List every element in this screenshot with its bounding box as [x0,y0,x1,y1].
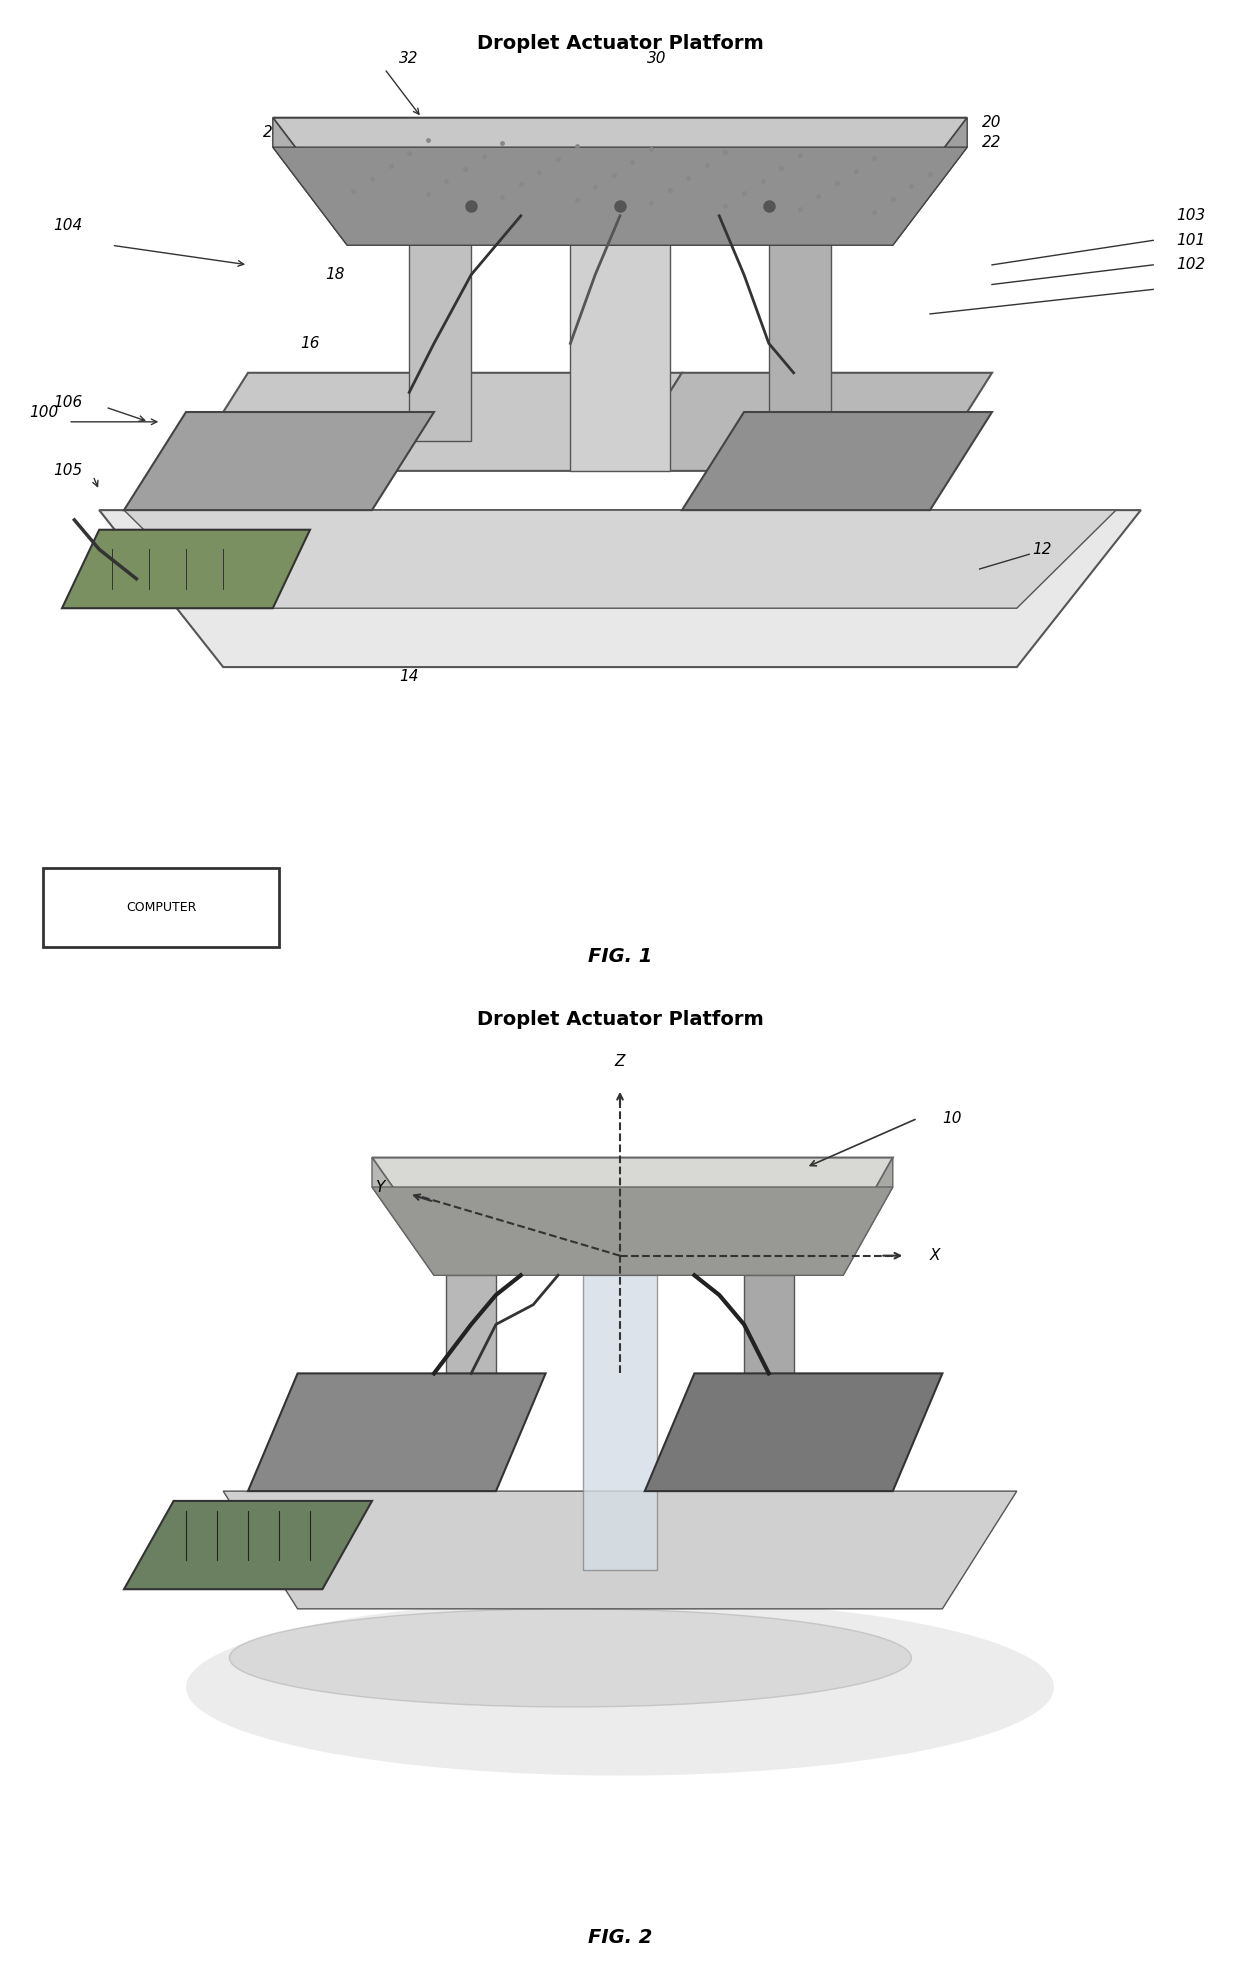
Polygon shape [124,1501,372,1589]
Polygon shape [186,373,682,471]
Polygon shape [583,1275,657,1570]
Polygon shape [893,118,967,245]
Polygon shape [273,118,967,216]
Text: 10: 10 [942,1110,962,1126]
Text: COMPUTER: COMPUTER [126,901,196,914]
Polygon shape [446,1275,496,1413]
Polygon shape [409,216,471,441]
Text: 103: 103 [1176,208,1205,224]
Text: Droplet Actuator Platform: Droplet Actuator Platform [476,1010,764,1030]
Polygon shape [843,1158,893,1275]
Polygon shape [372,1158,893,1246]
Text: 102: 102 [1176,257,1205,273]
Text: Droplet Actuator Platform: Droplet Actuator Platform [476,33,764,53]
Polygon shape [372,1158,434,1275]
Polygon shape [769,216,831,441]
FancyBboxPatch shape [43,867,279,946]
Text: 24: 24 [263,126,283,139]
Polygon shape [273,147,967,245]
Ellipse shape [186,1599,1054,1776]
Text: 106: 106 [53,394,83,410]
Ellipse shape [229,1609,911,1707]
Text: 101: 101 [1176,233,1205,247]
Text: 18: 18 [325,267,345,283]
Text: 12: 12 [1032,542,1052,557]
Polygon shape [645,1373,942,1491]
Text: 104: 104 [53,218,83,233]
Text: 30: 30 [647,51,667,67]
Polygon shape [99,510,1141,667]
Text: 14: 14 [399,669,419,685]
Text: 105: 105 [53,463,83,479]
Polygon shape [248,1373,546,1491]
Polygon shape [744,1275,794,1413]
Polygon shape [124,510,1116,608]
Polygon shape [372,1187,893,1275]
Polygon shape [570,216,670,471]
Polygon shape [223,1491,1017,1609]
Text: 20: 20 [982,116,1002,129]
Polygon shape [62,530,310,608]
Text: Z: Z [615,1054,625,1069]
Polygon shape [620,373,992,471]
Text: Y: Y [374,1179,384,1195]
Text: FIG. 2: FIG. 2 [588,1929,652,1946]
Text: 32: 32 [399,51,419,67]
Text: 16: 16 [300,336,320,351]
Text: FIG. 1: FIG. 1 [588,948,652,965]
Polygon shape [124,412,434,510]
Polygon shape [682,412,992,510]
Text: 22: 22 [982,135,1002,149]
Text: 100: 100 [29,404,58,420]
Polygon shape [273,118,347,245]
Text: X: X [930,1248,940,1264]
